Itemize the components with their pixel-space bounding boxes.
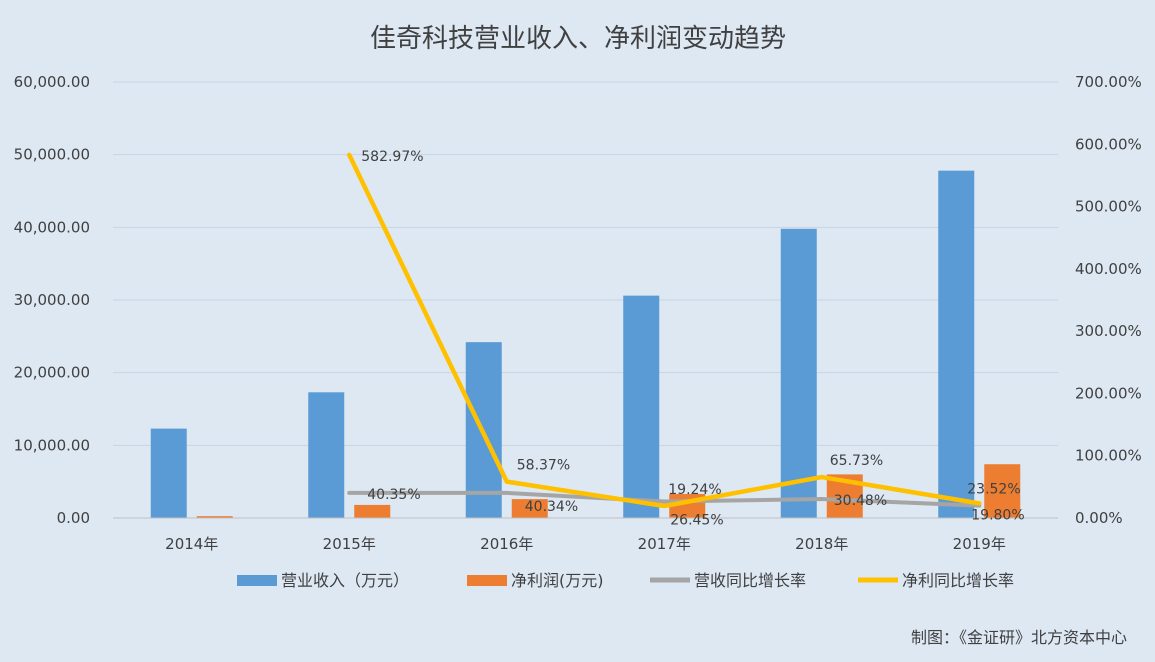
revenue-growth-label: 40.35% — [367, 487, 420, 503]
right-tick-label: 600.00% — [1075, 135, 1142, 153]
right-tick-label: 500.00% — [1075, 198, 1142, 216]
legend: 营业收入（万元） 净利润(万元) 营收同比增长率 净利同比增长率 — [237, 571, 1014, 590]
gridlines — [113, 81, 1058, 446]
profit-growth-label: 582.97% — [361, 149, 423, 165]
right-axis-ticks: 0.00% 100.00% 200.00% 300.00% 400.00% 500.00%… — [1075, 73, 1142, 527]
revenue-growth-label: 19.80% — [971, 508, 1024, 524]
legend-label: 净利同比增长率 — [902, 571, 1014, 590]
profit-growth-label: 58.37% — [517, 458, 570, 474]
legend-label: 净利润(万元) — [511, 571, 604, 590]
category-label: 2019年 — [953, 535, 1006, 553]
revenue-bar — [308, 392, 345, 518]
revenue-bar — [938, 170, 975, 519]
profit-growth-line — [347, 152, 982, 509]
revenue-growth-label: 30.48% — [834, 493, 887, 509]
left-tick-label: 60,000.00 — [14, 73, 90, 91]
legend-swatch — [467, 575, 507, 586]
category-label: 2017年 — [638, 535, 691, 553]
revenue-bar — [780, 228, 817, 518]
legend-item: 净利同比增长率 — [858, 571, 1014, 590]
right-tick-label: 700.00% — [1075, 73, 1142, 91]
category-label: 2016年 — [480, 535, 533, 553]
profit-bar — [984, 464, 1021, 518]
lines — [347, 152, 982, 509]
left-tick-label: 30,000.00 — [14, 291, 90, 309]
category-label: 2014年 — [165, 535, 218, 553]
profit-bar — [196, 516, 233, 518]
legend-swatch — [237, 575, 277, 586]
category-label: 2018年 — [795, 535, 848, 553]
left-tick-label: 50,000.00 — [14, 146, 90, 164]
legend-item: 营收同比增长率 — [650, 571, 806, 590]
revenue-growth-line — [347, 490, 982, 508]
right-tick-label: 300.00% — [1075, 322, 1142, 340]
revenue-growth-label: 26.45% — [670, 513, 723, 529]
profit-growth-label: 23.52% — [967, 481, 1020, 497]
right-tick-label: 0.00% — [1075, 509, 1123, 527]
left-tick-label: 10,000.00 — [14, 436, 90, 454]
revenue-bar — [623, 295, 660, 518]
data-labels: 40.35% 40.34% 26.45% 30.48% 19.80% 582.97% 58.… — [361, 149, 1024, 529]
legend-label: 营业收入（万元） — [281, 571, 409, 590]
profit-bar — [511, 499, 548, 518]
category-labels: 2014年 2015年 2016年 2017年 2018年 2019年 — [165, 535, 1006, 553]
left-tick-label: 20,000.00 — [14, 364, 90, 382]
legend-item: 营业收入（万元） — [237, 571, 409, 590]
right-tick-label: 400.00% — [1075, 260, 1142, 278]
right-tick-label: 200.00% — [1075, 384, 1142, 402]
revenue-growth-label: 40.34% — [525, 499, 578, 515]
profit-growth-label: 19.24% — [668, 482, 721, 498]
left-tick-label: 0.00 — [57, 509, 90, 527]
revenue-bar — [150, 428, 187, 518]
bars — [150, 170, 1021, 519]
right-tick-label: 100.00% — [1075, 447, 1142, 465]
left-tick-label: 40,000.00 — [14, 218, 90, 236]
chart-title: 佳奇科技营业收入、净利润变动趋势 — [370, 24, 786, 54]
legend-label: 营收同比增长率 — [694, 571, 806, 590]
profit-growth-label: 65.73% — [830, 453, 883, 469]
profit-bar — [354, 504, 391, 518]
source-note: 制图：《金证研》北方资本中心 — [911, 628, 1127, 647]
category-label: 2015年 — [323, 535, 376, 553]
left-axis-ticks: 0.00 10,000.00 20,000.00 30,000.00 40,000.00… — [14, 73, 90, 527]
legend-item: 净利润(万元) — [467, 571, 604, 590]
